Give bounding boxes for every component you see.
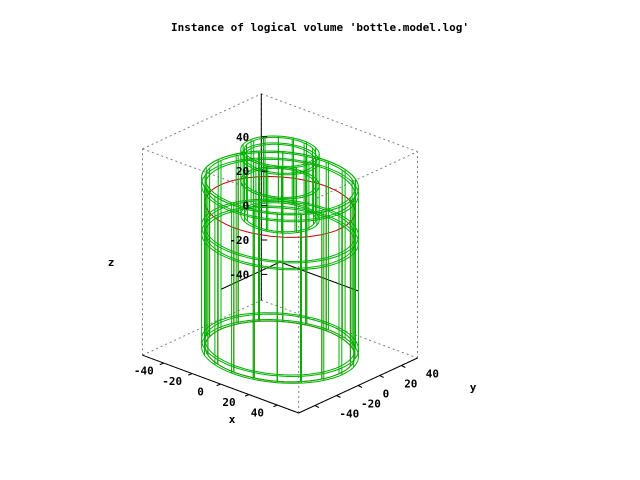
ring (201, 150, 359, 216)
x-tick-label: -40 (134, 365, 154, 378)
ring (240, 135, 320, 169)
x-axis-label: x (229, 413, 236, 426)
ring (240, 142, 320, 176)
x-tick-label: 20 (222, 396, 235, 409)
ring (204, 151, 356, 214)
ring (243, 202, 317, 233)
ring (204, 313, 356, 376)
z-tick-label: 40 (236, 131, 249, 144)
axis-lines (142, 93, 418, 414)
y-tick-label: 0 (383, 387, 390, 400)
y-tick-mark (314, 405, 320, 408)
box-edge (261, 93, 418, 153)
box-edge (298, 151, 418, 208)
ring (204, 158, 356, 221)
ring (204, 207, 356, 269)
x-tick-mark (188, 373, 193, 376)
y-tick-label: 20 (404, 377, 417, 390)
x-tick-mark (159, 362, 164, 366)
y-axis-label: y (470, 381, 477, 394)
y-tick-mark (379, 375, 384, 378)
x-tick-mark (273, 404, 278, 408)
y-tick-label: 40 (426, 367, 439, 380)
x-tick-label: -20 (162, 375, 182, 388)
ring (204, 320, 356, 383)
ring (240, 200, 320, 234)
y-tick-mark (357, 385, 363, 388)
y-tick-label: -20 (361, 397, 381, 410)
ring (240, 166, 320, 200)
ring (204, 200, 356, 263)
z-tick-label: -20 (229, 234, 249, 247)
x-tick-mark (244, 394, 250, 397)
z-tick-label: 0 (243, 200, 250, 213)
y-tick-mark (336, 395, 341, 398)
z-axis-label: z (108, 256, 115, 269)
ring (204, 320, 356, 383)
x-tick-mark (216, 383, 221, 387)
z-tick-label: -40 (229, 268, 249, 281)
ring (204, 175, 356, 238)
x-tick-label: 40 (251, 407, 264, 420)
bounding-box (142, 93, 418, 414)
z-tick-label: 20 (236, 165, 249, 178)
y-tick-mark (401, 365, 406, 368)
box-edge (142, 93, 262, 150)
ring (201, 312, 359, 378)
y-tick-label: -40 (339, 407, 359, 420)
ring (201, 318, 359, 384)
wireframe-green (201, 135, 359, 384)
x-tick-label: 0 (197, 386, 204, 399)
chart-title: Instance of logical volume 'bottle.model… (171, 21, 469, 34)
